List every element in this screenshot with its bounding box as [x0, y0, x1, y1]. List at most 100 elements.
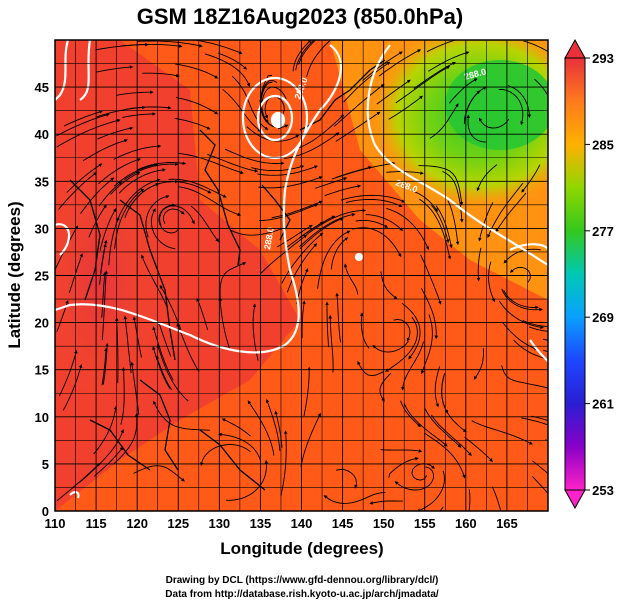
streamline: [98, 158, 141, 185]
streamline: [155, 355, 173, 391]
streamline: [416, 470, 445, 511]
streamline: [473, 348, 484, 380]
streamline: [378, 49, 422, 77]
streamline: [125, 105, 172, 110]
x-tick-label: 160: [455, 516, 477, 531]
streamline: [101, 272, 107, 318]
streamline: [324, 184, 362, 197]
x-tick-label: 145: [332, 516, 354, 531]
streamline: [132, 316, 142, 358]
streamline: [325, 301, 330, 348]
streamline: [395, 65, 451, 104]
streamline: [219, 262, 247, 303]
streamline: [362, 51, 403, 82]
streamline: [441, 375, 467, 433]
y-tick-label: 35: [35, 174, 49, 189]
colorbar-tick-label: 269: [592, 310, 614, 325]
streamline: [63, 110, 103, 127]
streamline: [101, 347, 108, 386]
streamline: [531, 415, 548, 422]
colorbar-tick-label: 253: [592, 483, 614, 498]
colorbar-bottom-arrow: [564, 489, 586, 510]
streamline: [355, 219, 389, 228]
streamline: [328, 314, 334, 373]
streamline: [501, 365, 548, 389]
streamline: [434, 366, 441, 408]
streamline: [226, 459, 269, 501]
streamline: [509, 266, 531, 283]
streamline: [340, 194, 406, 203]
streamline: [487, 182, 524, 239]
streamline: [528, 326, 548, 332]
streamline: [513, 339, 548, 360]
colorbar: 293 285 277 269 261 253: [564, 38, 614, 510]
streamline: [447, 200, 460, 246]
streamline: [102, 343, 109, 385]
streamline: [523, 40, 548, 53]
streamline: [507, 85, 532, 119]
streamline: [376, 79, 411, 105]
streamline: [498, 300, 544, 329]
streamline: [200, 444, 251, 467]
streamline: [521, 164, 541, 193]
streamline: [56, 462, 101, 502]
streamline: [158, 203, 179, 234]
credit-data: Data from http://database.rish.kyoto-u.a…: [165, 589, 439, 600]
temperature-field-cold-core: [445, 60, 548, 150]
y-tick-label: 15: [35, 363, 49, 378]
streamline: [190, 205, 220, 243]
streamline: [157, 320, 172, 357]
streamline: [259, 203, 319, 222]
streamline: [162, 208, 185, 224]
x-tick-label: 150: [373, 516, 395, 531]
streamline: [133, 465, 185, 482]
streamline: [274, 410, 283, 448]
streamline: [420, 254, 442, 305]
streamline: [403, 403, 448, 447]
streamline: [99, 208, 117, 251]
streamline: [100, 239, 108, 274]
streamlines: [55, 40, 548, 511]
streamline: [97, 126, 134, 140]
streamline: [93, 446, 124, 477]
streamline: [221, 418, 251, 437]
streamline: [442, 170, 464, 223]
streamline: [118, 168, 166, 194]
graticule: [55, 40, 548, 511]
streamline: [82, 139, 128, 162]
colorbar-tick-label: 285: [592, 137, 614, 152]
streamline: [137, 40, 203, 48]
credit-drawing: Drawing by DCL (https://www.gfd-dennou.o…: [166, 575, 439, 586]
streamline: [178, 186, 242, 217]
streamline: [420, 314, 433, 375]
colorbar-tick-labels: 293 285 277 269 261 253: [585, 51, 614, 498]
streamline: [419, 198, 452, 260]
streamline: [292, 40, 312, 72]
streamline: [532, 476, 548, 495]
colorbar-tick-label: 277: [592, 224, 614, 239]
streamline: [58, 171, 97, 210]
streamline: [357, 361, 384, 377]
streamline: [222, 88, 262, 132]
streamline: [259, 234, 308, 275]
streamline: [393, 318, 411, 342]
x-tick-label: 140: [291, 516, 313, 531]
streamline: [384, 316, 418, 372]
streamline: [306, 40, 332, 78]
streamline: [110, 171, 141, 195]
streamline: [217, 52, 248, 70]
streamline: [386, 207, 430, 251]
streamline: [317, 230, 351, 289]
streamline: [431, 205, 450, 244]
streamline: [488, 261, 496, 303]
streamline: [424, 433, 466, 479]
streamline: [261, 86, 287, 124]
streamline: [108, 216, 120, 266]
streamline: [120, 43, 183, 48]
streamline: [463, 86, 487, 125]
streamline: [175, 97, 219, 115]
streamline: [428, 51, 470, 72]
streamline: [123, 315, 132, 374]
streamline: [142, 72, 180, 78]
